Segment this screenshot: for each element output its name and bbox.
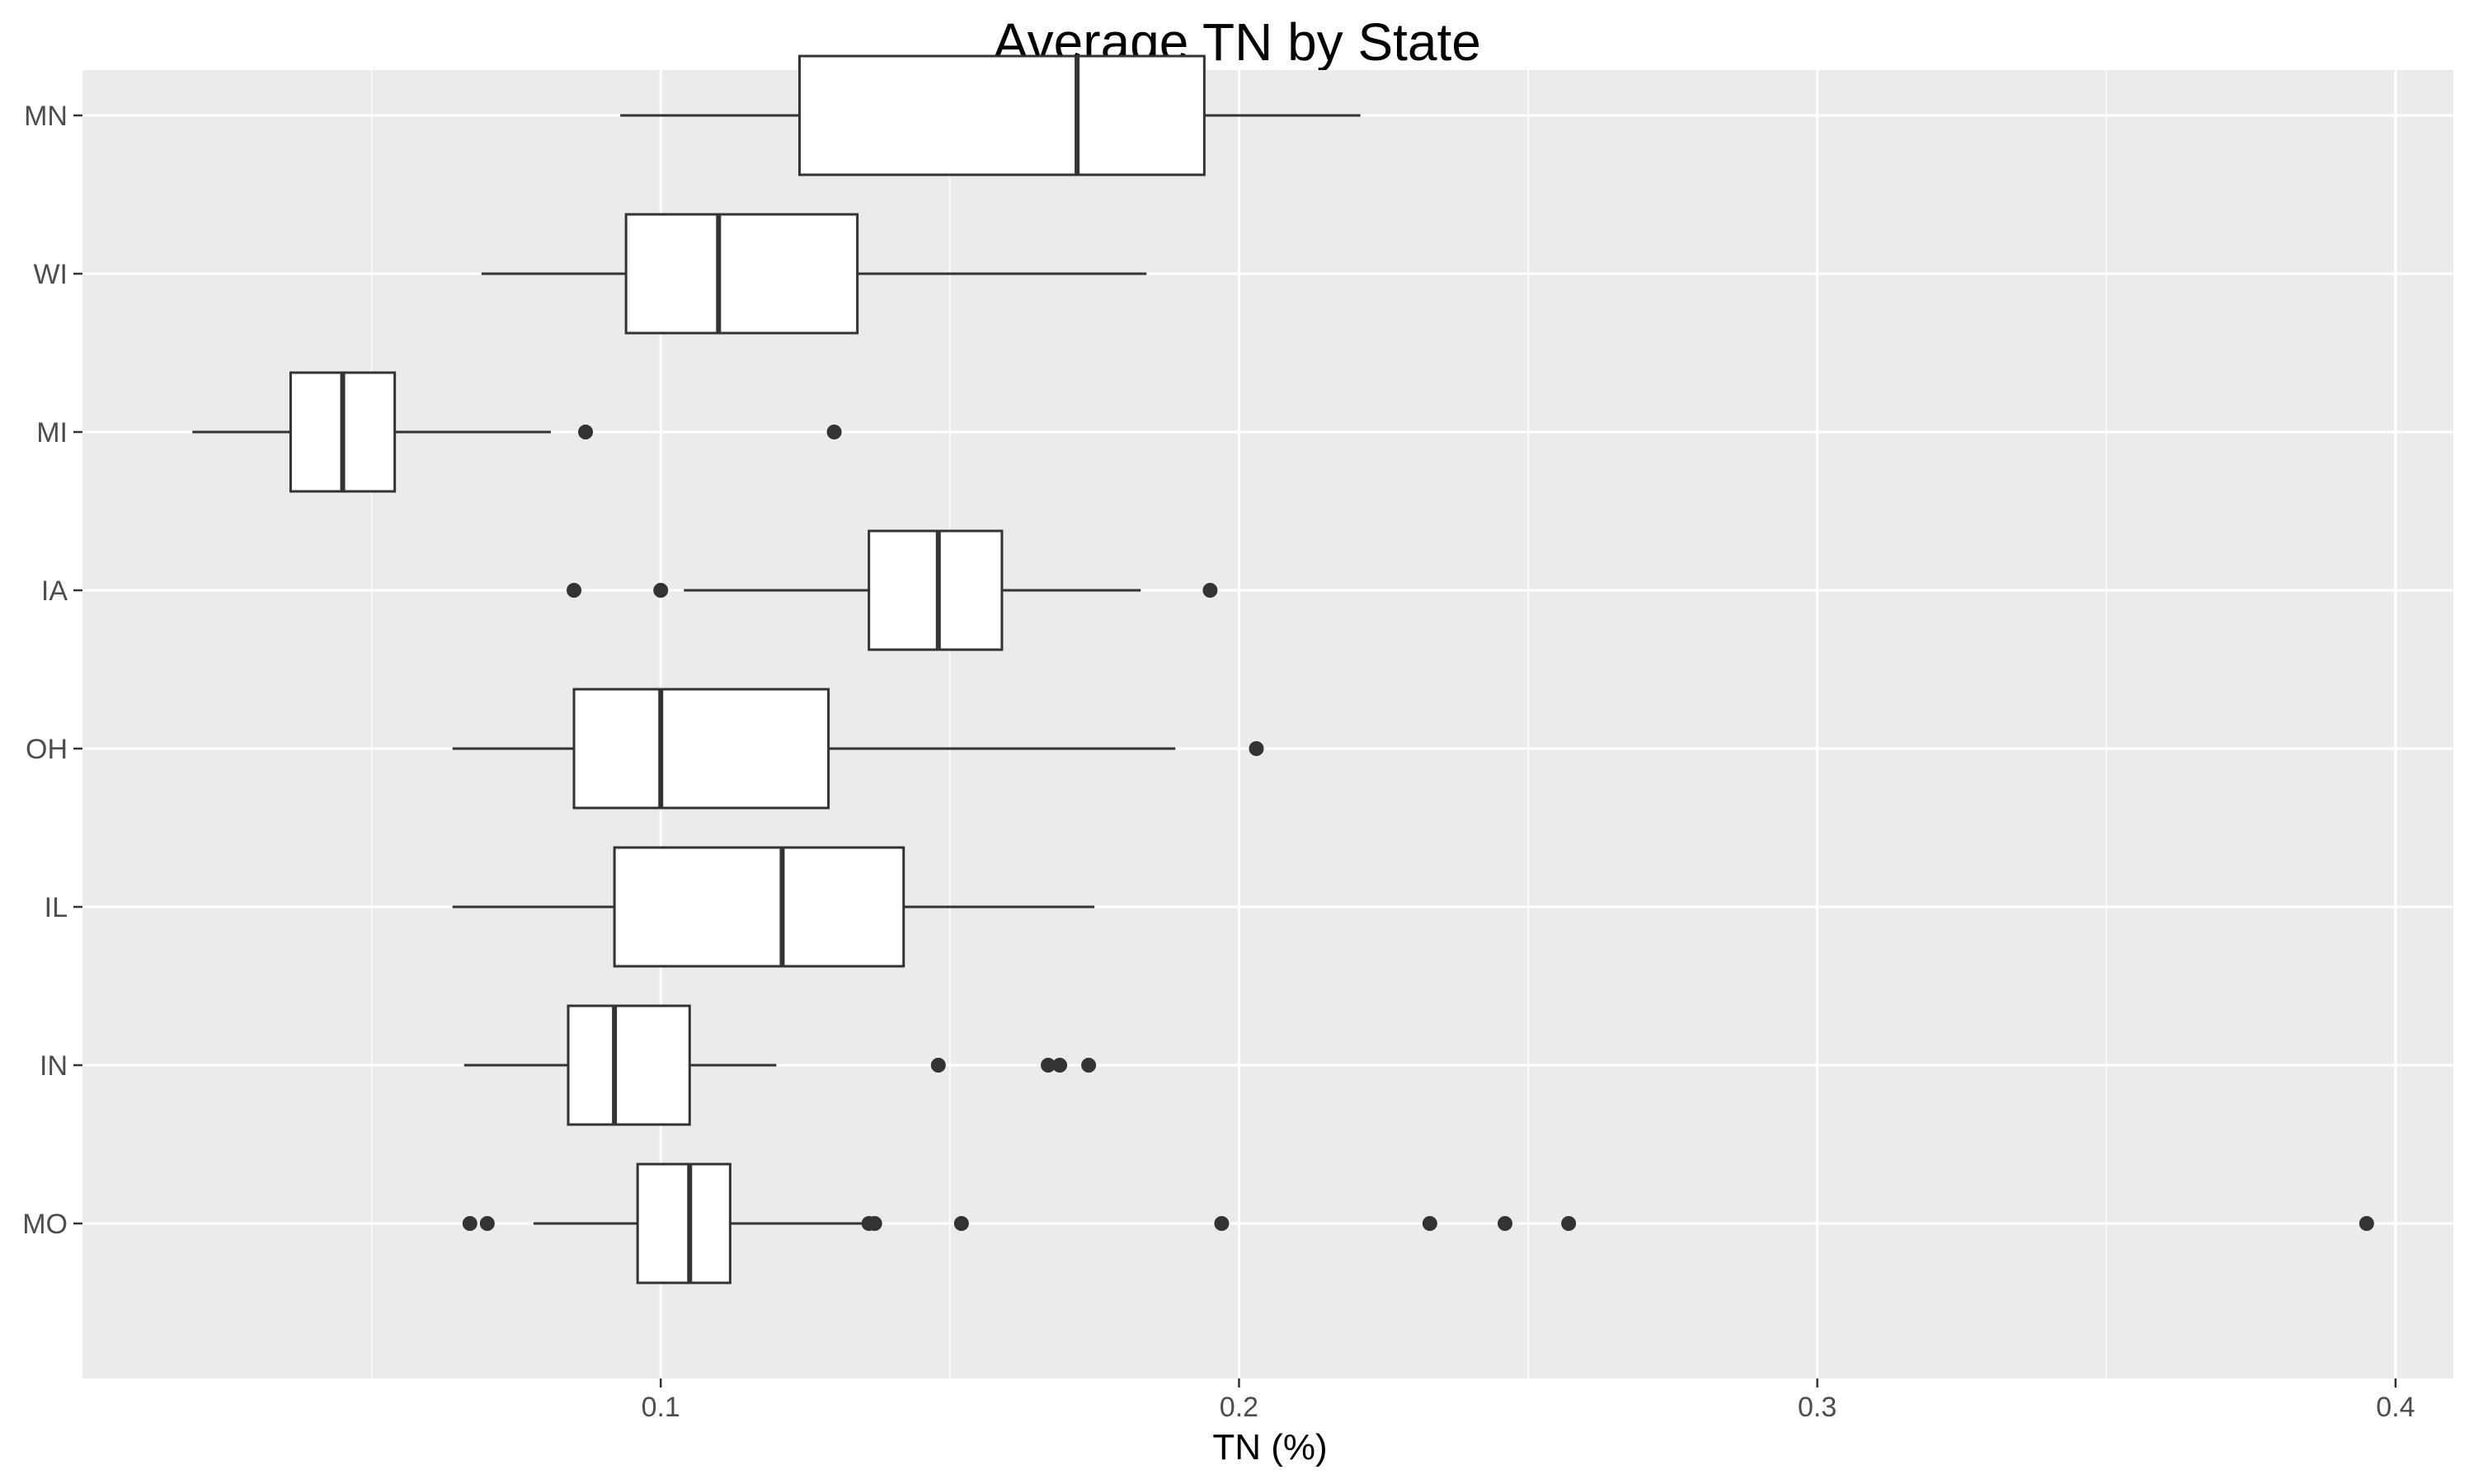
outlier-point xyxy=(1249,741,1264,756)
box-mo xyxy=(462,1162,2374,1284)
outlier-point xyxy=(1081,1058,1097,1073)
x-tick-label: 0.1 xyxy=(642,1392,680,1423)
x-tick-label: 0.2 xyxy=(1220,1392,1258,1423)
minor-gridlines xyxy=(370,70,2108,1378)
outlier-point xyxy=(479,1216,495,1231)
box-il xyxy=(452,846,1095,968)
outlier-point xyxy=(2359,1216,2374,1231)
major-gridlines xyxy=(82,70,2453,1378)
axes-layer: MN WI MI IA OH IL IN MO 0.1 0.2 0.3 0.4 xyxy=(22,101,2415,1423)
x-tick-label: 0.3 xyxy=(1798,1392,1837,1423)
box-iqr xyxy=(613,846,905,968)
box-mi xyxy=(192,371,842,493)
box-iqr xyxy=(567,1004,691,1126)
outlier-point xyxy=(578,425,594,439)
box-iqr xyxy=(636,1162,731,1284)
y-tick-label: OH xyxy=(26,734,68,765)
outlier-point xyxy=(462,1216,477,1231)
outlier-point xyxy=(1052,1058,1068,1073)
plot-panel xyxy=(82,70,2453,1378)
outlier-point xyxy=(1498,1216,1512,1231)
outlier-point xyxy=(1202,583,1218,598)
box-iqr xyxy=(868,529,1004,651)
box-oh xyxy=(452,688,1264,810)
y-tick-label: MI xyxy=(36,417,68,448)
y-tick-label: MO xyxy=(22,1209,68,1240)
outlier-point xyxy=(1214,1216,1230,1231)
box-iqr xyxy=(798,54,1206,176)
box-iqr xyxy=(624,213,859,335)
outlier-point xyxy=(1041,1058,1056,1073)
y-tick-label: IL xyxy=(45,892,68,923)
y-tick-label: IA xyxy=(41,575,68,607)
x-axis-label: TN (%) xyxy=(1212,1427,1328,1468)
outlier-point xyxy=(653,583,669,598)
outlier-point xyxy=(1561,1216,1577,1231)
boxes-layer xyxy=(192,54,2374,1284)
box-wi xyxy=(481,213,1147,335)
outlier-point xyxy=(953,1216,969,1231)
box-in xyxy=(463,1004,1097,1126)
box-iqr xyxy=(572,688,830,810)
x-tick-label: 0.4 xyxy=(2376,1392,2415,1423)
box-mn xyxy=(620,54,1361,176)
y-tick-label: MN xyxy=(24,101,68,132)
outlier-point xyxy=(1422,1216,1437,1231)
outlier-point xyxy=(567,583,582,598)
outlier-point xyxy=(826,425,842,439)
outlier-point xyxy=(867,1216,882,1231)
y-tick-label: IN xyxy=(40,1050,68,1082)
y-tick-label: WI xyxy=(33,259,68,290)
box-ia xyxy=(567,529,1218,651)
outlier-point xyxy=(930,1058,946,1073)
